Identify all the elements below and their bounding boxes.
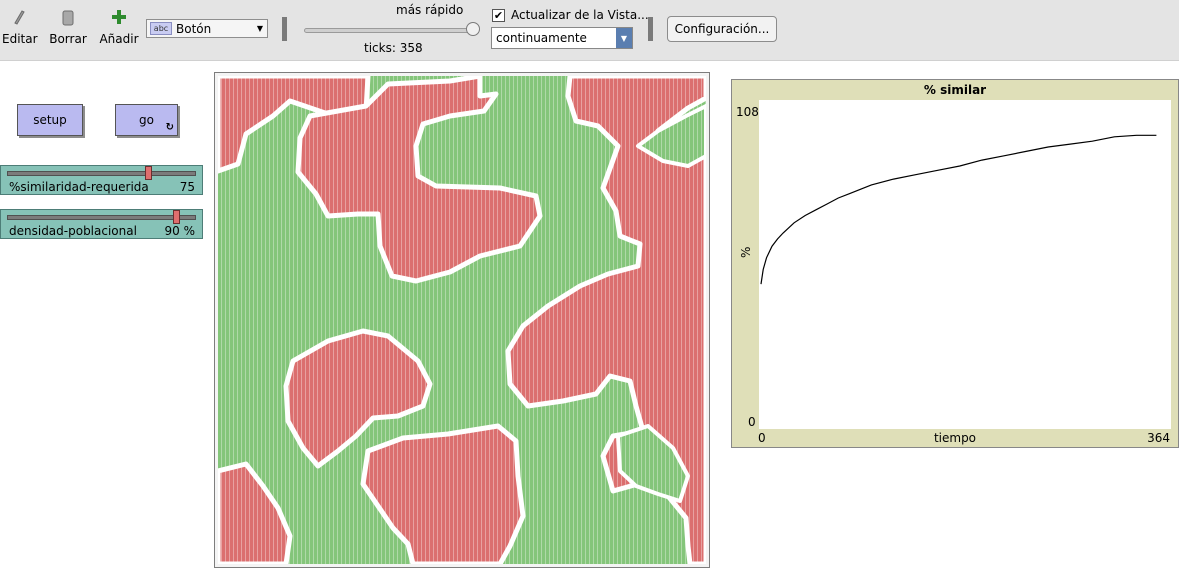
abc-icon: abc xyxy=(150,22,172,35)
plot-y-min: 0 xyxy=(748,415,756,429)
chevron-down-icon: ▼ xyxy=(616,28,632,48)
add-label: Añadir xyxy=(99,32,139,46)
plus-icon xyxy=(98,6,140,28)
trash-icon xyxy=(48,6,88,28)
slider-track[interactable] xyxy=(7,215,196,220)
delete-label: Borrar xyxy=(49,32,87,46)
widget-type-value: Botón xyxy=(176,21,212,36)
red-agents-region xyxy=(360,423,526,564)
delete-tool[interactable]: Borrar xyxy=(48,6,88,46)
plot-x-min: 0 xyxy=(758,431,766,445)
similarity-plot: % similar 108 0 % 0 tiempo 364 xyxy=(731,79,1179,448)
red-agents-region xyxy=(283,328,433,469)
slider-track[interactable] xyxy=(7,171,196,176)
slider-name: %similaridad-requerida xyxy=(9,180,149,194)
ticks-counter: ticks: 358 xyxy=(364,41,423,55)
plot-y-max: 108 xyxy=(736,105,759,119)
red-agents-region xyxy=(218,461,293,564)
similarity-line xyxy=(760,134,1157,285)
similarity-slider[interactable]: %similaridad-requerida 75 xyxy=(0,165,203,195)
pencil-icon xyxy=(2,6,36,28)
toolbar-divider xyxy=(282,17,287,41)
green-agents-region xyxy=(636,104,706,168)
slider-value: 75 xyxy=(179,180,195,194)
settings-button[interactable]: Configuración... xyxy=(667,16,777,42)
speed-slider[interactable] xyxy=(304,28,478,33)
edit-label: Editar xyxy=(2,32,38,46)
green-agents-region xyxy=(616,424,690,503)
plot-y-label: % xyxy=(739,246,753,258)
slider-knob[interactable] xyxy=(145,166,152,180)
red-agents-region xyxy=(218,76,371,174)
update-mode-value: continuamente xyxy=(496,31,587,45)
update-view-label: Actualizar de la Vista... xyxy=(511,8,649,22)
red-agents-region xyxy=(295,76,543,284)
go-button[interactable]: go ↻ xyxy=(115,104,178,136)
slider-knob[interactable] xyxy=(172,210,180,224)
widget-type-select[interactable]: abc Botón ▼ xyxy=(146,19,268,38)
update-view-checkbox[interactable]: ✔ xyxy=(492,9,505,22)
chevron-down-icon: ▼ xyxy=(256,24,264,33)
toolbar-border xyxy=(0,60,1179,61)
toolbar-divider xyxy=(648,17,653,41)
plot-x-label: tiempo xyxy=(933,431,977,445)
setup-button[interactable]: setup xyxy=(17,104,83,136)
world-patches xyxy=(218,76,706,564)
forever-loop-icon: ↻ xyxy=(165,122,174,133)
check-icon: ✔ xyxy=(493,9,504,22)
toolbar: Editar Borrar Añadir abc Botón ▼ más ráp… xyxy=(0,0,1179,60)
edit-tool[interactable]: Editar xyxy=(2,6,38,46)
world-view[interactable] xyxy=(214,72,710,568)
plot-area xyxy=(759,100,1171,429)
add-tool[interactable]: Añadir xyxy=(98,6,140,46)
setup-label: setup xyxy=(33,113,67,127)
plot-canvas xyxy=(760,134,1157,285)
slider-name: densidad-poblacional xyxy=(9,224,137,238)
plot-x-max: 364 xyxy=(1147,431,1170,445)
slider-value: 90 % xyxy=(164,224,196,238)
speed-label: más rápido xyxy=(396,3,464,17)
update-mode-select[interactable]: continuamente ▼ xyxy=(491,27,633,49)
density-slider[interactable]: densidad-poblacional 90 % xyxy=(0,209,203,239)
plot-title: % similar xyxy=(923,83,987,97)
speed-slider-knob[interactable] xyxy=(465,22,480,36)
go-label: go xyxy=(139,113,154,127)
